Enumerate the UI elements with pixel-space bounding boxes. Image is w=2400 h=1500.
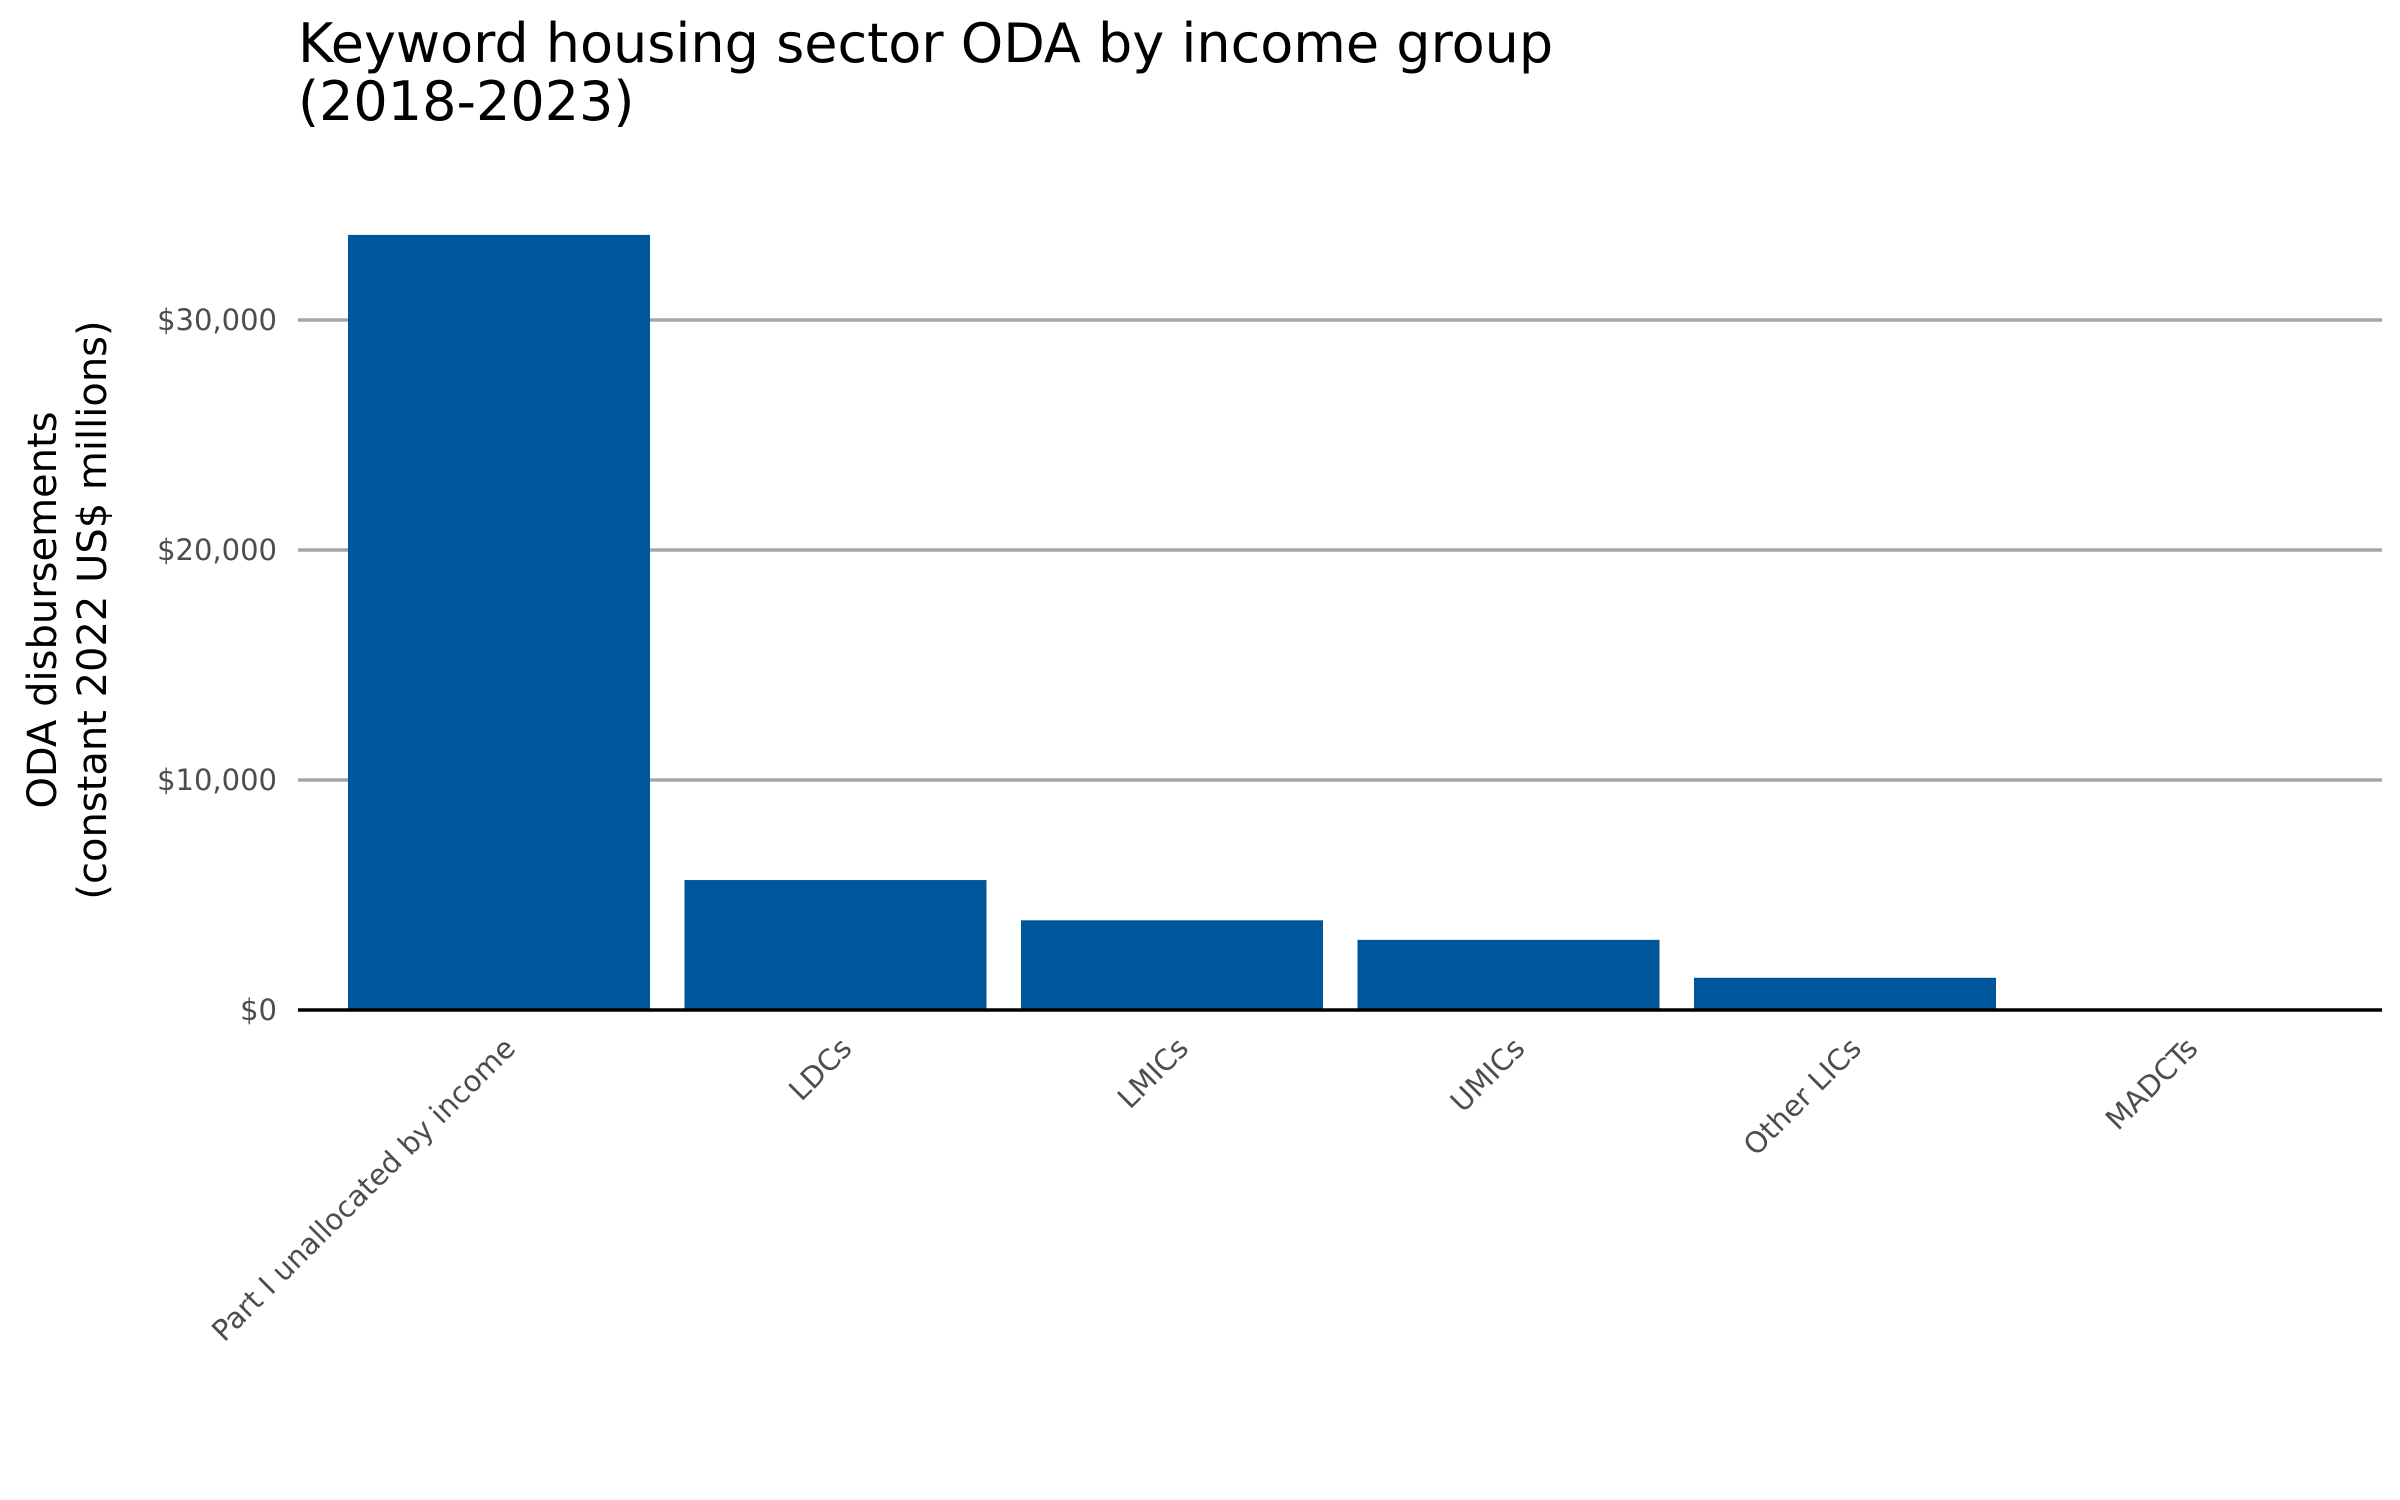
y-tick-label: $10,000 xyxy=(157,763,277,797)
y-tick-label: $30,000 xyxy=(157,303,277,337)
bar-part-i-unallocated-by-income xyxy=(348,234,650,1010)
chart-title-line-1: Keyword housing sector ODA by income gro… xyxy=(298,12,1553,75)
x-tick-label: MADCTs xyxy=(2099,1031,2205,1137)
bar-lmics xyxy=(1021,920,1323,1010)
y-axis-label: ODA disbursements (constant 2022 US$ mil… xyxy=(20,320,116,899)
y-tick-labels: $0 $10,000 $20,000 $30,000 xyxy=(157,303,277,1027)
bar-ldcs xyxy=(684,880,987,1010)
x-tick-label: UMICs xyxy=(1444,1031,1532,1119)
chart-title-line-2: (2018-2023) xyxy=(298,70,634,133)
bar-umics xyxy=(1357,939,1660,1010)
x-tick-labels: Part I unallocated by income LDCs LMICs UMI… xyxy=(205,1031,2204,1348)
bar-other-lics xyxy=(1694,977,1996,1010)
y-tick-label: $0 xyxy=(240,993,277,1027)
y-tick-label: $20,000 xyxy=(157,533,277,567)
x-tick-label: Other LICs xyxy=(1737,1031,1868,1162)
x-tick-label: LMICs xyxy=(1111,1031,1195,1115)
x-tick-label: Part I unallocated by income xyxy=(205,1031,522,1348)
bars xyxy=(348,234,1996,1010)
y-axis-label-line-1: ODA disbursements xyxy=(20,411,66,808)
y-axis-label-line-2: (constant 2022 US$ millions) xyxy=(70,320,116,899)
x-tick-label: LDCs xyxy=(782,1031,858,1107)
